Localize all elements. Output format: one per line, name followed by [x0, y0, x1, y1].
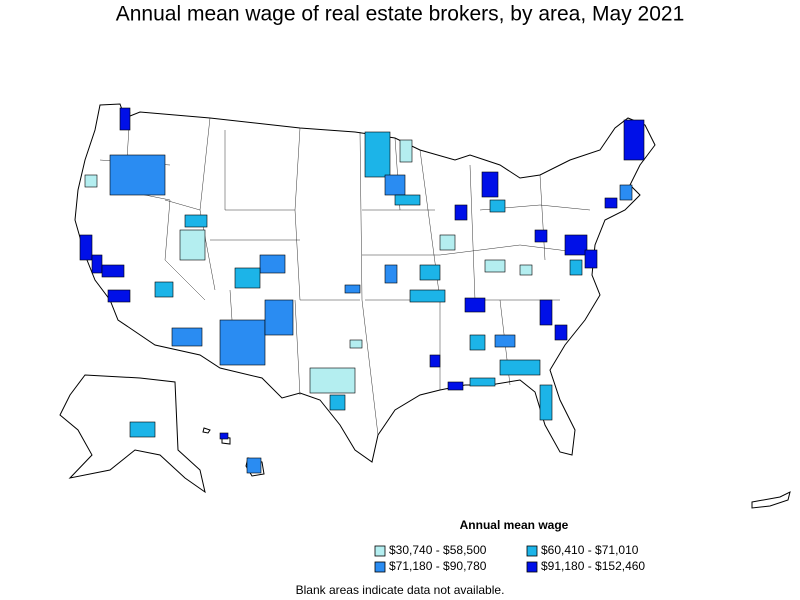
puerto-rico — [751, 491, 791, 509]
area — [534, 229, 548, 243]
area — [439, 234, 456, 251]
legend-title: Annual mean wage — [460, 518, 569, 532]
legend-swatch — [374, 545, 386, 557]
area — [107, 289, 131, 303]
area — [384, 174, 406, 196]
legend-label: $30,740 - $58,500 — [389, 543, 487, 557]
area — [179, 229, 206, 261]
map-title: Annual mean wage of real estate brokers,… — [116, 3, 685, 26]
us-map — [59, 103, 791, 509]
area — [409, 289, 446, 303]
area — [234, 267, 261, 289]
legend-label: $71,180 - $90,780 — [389, 559, 487, 573]
area — [464, 297, 486, 313]
legend-label: $91,180 - $152,460 — [541, 559, 645, 573]
legend-swatch — [374, 561, 386, 573]
area — [604, 197, 618, 209]
area — [101, 264, 125, 278]
area — [329, 394, 346, 411]
area — [494, 334, 516, 348]
area — [349, 339, 363, 349]
area — [469, 377, 496, 387]
legend-label: $60,410 - $71,010 — [541, 543, 639, 557]
area — [344, 284, 361, 294]
area — [219, 319, 266, 366]
area — [489, 199, 506, 213]
area — [264, 299, 294, 336]
area — [584, 249, 598, 269]
area — [171, 327, 203, 347]
area — [447, 381, 464, 391]
area — [259, 254, 286, 274]
area — [184, 214, 208, 228]
area — [454, 204, 468, 221]
area — [554, 324, 568, 341]
area-patches — [79, 107, 645, 474]
footnote: Blank areas indicate data not available. — [296, 583, 505, 597]
area — [384, 264, 398, 284]
area — [84, 174, 98, 188]
area — [119, 107, 131, 131]
area — [364, 131, 391, 178]
area — [469, 334, 486, 351]
legend: $30,740 - $58,500 $60,410 - $71,010 $71,18… — [374, 543, 645, 573]
area — [79, 234, 93, 261]
area — [484, 259, 506, 273]
area — [623, 119, 645, 161]
area — [429, 354, 441, 368]
area — [539, 384, 553, 421]
area — [219, 432, 229, 440]
area — [569, 259, 583, 276]
area — [309, 367, 356, 394]
area — [519, 264, 533, 276]
area — [619, 184, 633, 201]
area — [564, 234, 588, 256]
area — [129, 421, 156, 438]
area — [154, 281, 174, 298]
area — [539, 299, 553, 326]
legend-swatch — [526, 561, 538, 573]
area — [499, 359, 541, 376]
area — [419, 264, 441, 281]
area — [481, 171, 499, 198]
legend-swatch — [526, 545, 538, 557]
area — [91, 254, 103, 274]
area — [394, 194, 421, 206]
area — [399, 139, 413, 163]
area — [246, 457, 262, 474]
area — [109, 154, 166, 196]
